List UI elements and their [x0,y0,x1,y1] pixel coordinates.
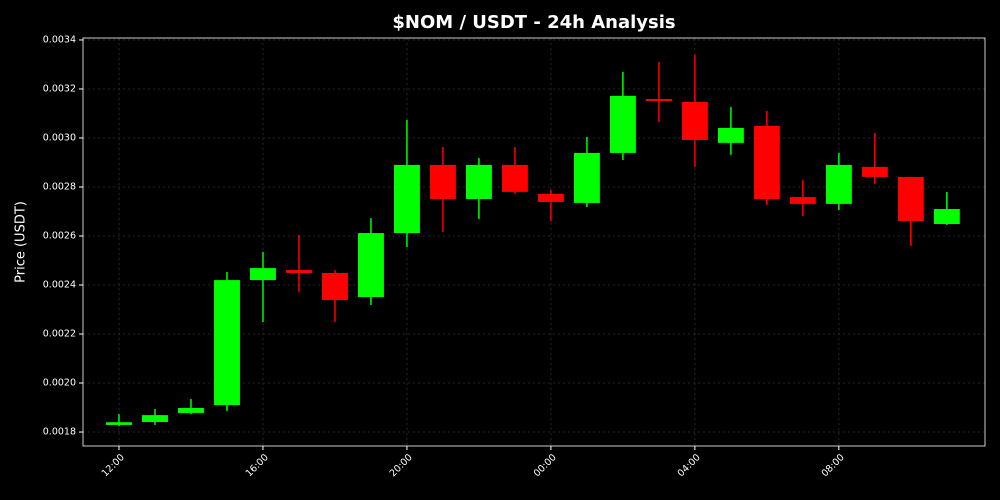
plot-frame [82,37,986,447]
candle-body [645,99,672,101]
y-tick-label: 0.0034 [43,34,76,45]
candle-body [321,272,348,300]
candle-body [178,408,204,413]
candle-body [681,101,708,140]
candle-body [142,415,168,422]
candle-body [286,270,312,273]
candle-body [897,176,924,222]
y-tick-label: 0.0018 [43,427,76,438]
candle-body [214,280,240,406]
candle-body [357,233,384,298]
candle-body [825,164,852,204]
y-tick-label: 0.0022 [43,329,76,340]
y-tick-label: 0.0024 [43,280,76,291]
y-tick-label: 0.0032 [43,83,76,94]
chart-title: $NOM / USDT - 24h Analysis [392,12,675,33]
candle-body [789,197,816,204]
candle-body [501,164,528,192]
candle-body [393,164,420,234]
candle-body [861,166,888,177]
candle-body [573,152,600,203]
y-tick-label: 0.0020 [43,378,76,389]
candle-body [250,268,276,281]
candle-body [609,95,636,153]
candle-body [465,164,492,199]
candle-body [537,193,564,202]
candle-body [106,422,132,425]
y-tick-label: 0.0028 [43,181,76,192]
y-axis-label: Price (USDT) [14,201,29,283]
candle-body [933,209,960,224]
candle-body [717,127,744,143]
candle-body [753,125,780,199]
y-tick-label: 0.0030 [43,132,76,143]
candle-body [429,164,456,199]
y-tick-label: 0.0026 [43,230,76,241]
